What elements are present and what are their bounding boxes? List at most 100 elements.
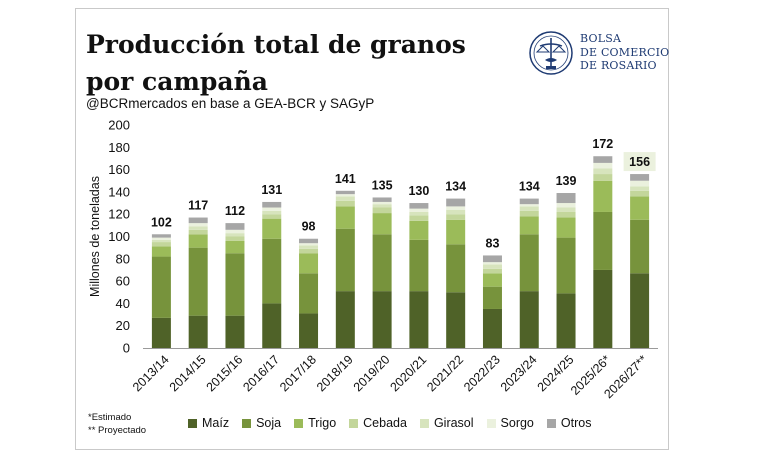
bar-segment-trigo (188, 234, 208, 248)
bar-segment-sorgo (225, 229, 245, 234)
legend-label: Cebada (363, 416, 407, 430)
bar-segment-otros (188, 217, 208, 224)
x-tick-label: 2023/24 (498, 353, 540, 395)
bar-segment-soja (593, 211, 613, 270)
bar-segment-maiz (188, 315, 208, 348)
bar-segment-sorgo (593, 162, 613, 169)
bar-segment-girasol (519, 206, 539, 211)
bcr-logo: BOLSA DE COMERCIO DE ROSARIO (528, 30, 669, 75)
total-data-label: 98 (302, 220, 316, 234)
y-tick-label: 140 (108, 184, 130, 199)
bar-segment-soja (262, 238, 282, 304)
bar-segment-maiz (372, 291, 392, 348)
bar-segment-otros (409, 203, 429, 209)
bar-segment-soja (372, 234, 392, 292)
logo-line-2: DE COMERCIO (580, 45, 670, 59)
x-tick-label: 2017/18 (277, 353, 319, 395)
y-tick-label: 60 (116, 274, 130, 289)
total-data-label: 112 (225, 204, 245, 218)
logo-text: BOLSA DE COMERCIO DE ROSARIO (580, 32, 669, 73)
legend-item: Cebada (349, 416, 407, 430)
y-tick-label: 0 (123, 341, 130, 356)
x-tick-label: 2018/19 (314, 353, 356, 395)
bar-segment-maiz (335, 291, 355, 348)
total-data-label: 135 (372, 178, 393, 192)
total-data-label: 134 (445, 180, 466, 194)
bar-segment-sorgo (372, 201, 392, 205)
bar-segment-cebada (188, 229, 208, 235)
bar-segment-girasol (262, 210, 282, 215)
legend-item: Trigo (294, 416, 336, 430)
bar-segment-sorgo (446, 206, 466, 210)
bar-segment-maiz (262, 303, 282, 348)
legend-item: Otros (546, 416, 591, 430)
bar-segment-soja (446, 244, 466, 293)
bar-segment-sorgo (151, 237, 171, 240)
total-data-label: 117 (188, 199, 208, 213)
y-tick-label: 80 (116, 251, 130, 266)
bar-segment-maiz (151, 317, 171, 348)
chart-subtitle: @BCRmercados en base a GEA-BCR y SAGyP (86, 96, 375, 111)
bar-segment-maiz (519, 291, 539, 348)
bar-segment-girasol (593, 168, 613, 175)
bar-segment-otros (482, 255, 502, 263)
bar-segment-trigo (372, 213, 392, 235)
bar-segment-soja (335, 228, 355, 292)
legend-item: Girasol (419, 416, 474, 430)
chart-title: Producción total de granos por campaña (86, 30, 466, 96)
legend-swatch (419, 418, 429, 428)
bar-segment-otros (593, 156, 613, 163)
highlight-box (623, 152, 656, 172)
bar-segment-otros (372, 197, 392, 202)
y-tick-label: 200 (108, 118, 130, 133)
y-tick-label: 120 (108, 207, 130, 222)
bar-segment-trigo (262, 218, 282, 239)
y-tick-label: 160 (108, 162, 130, 177)
bar-segment-soja (556, 237, 576, 294)
legend-swatch (486, 418, 496, 428)
bcr-emblem-icon (529, 31, 573, 75)
bar-segment-sorgo (335, 194, 355, 197)
bar-segment-trigo (151, 246, 171, 257)
bar-segment-sorgo (188, 223, 208, 227)
footnote-estimado: *Estimado (88, 412, 132, 423)
legend-swatch (294, 418, 304, 428)
bar-segment-cebada (482, 268, 502, 274)
total-data-label: 83 (486, 236, 500, 250)
bar-segment-girasol (630, 186, 650, 191)
bar-segment-trigo (225, 240, 245, 254)
bar-segment-girasol (372, 204, 392, 208)
x-tick-label: 2019/20 (351, 353, 393, 395)
y-axis-label: Millones de toneladas (88, 176, 102, 297)
bar-segment-soja (409, 239, 429, 292)
bar-segment-trigo (519, 216, 539, 235)
bar-segment-soja (188, 247, 208, 316)
legend-label: Maíz (202, 416, 230, 430)
bar-segment-girasol (335, 196, 355, 201)
bar-segment-sorgo (482, 262, 502, 265)
legend-label: Trigo (308, 416, 337, 430)
bar-segment-maiz (593, 269, 613, 348)
bar-segment-maiz (409, 291, 429, 348)
bar-segment-maiz (299, 313, 319, 348)
total-data-label: 172 (592, 137, 613, 151)
legend-item: Sorgo (486, 416, 534, 430)
bar-segment-cebada (556, 211, 576, 218)
bar-segment-trigo (409, 220, 429, 240)
x-tick-label: 2014/15 (167, 353, 209, 395)
bar-segment-cebada (519, 210, 539, 217)
bar-segment-cebada (372, 207, 392, 214)
bar-segment-maiz (556, 293, 576, 348)
logo-line-1: BOLSA (580, 32, 622, 45)
x-tick-label: 2015/16 (204, 353, 246, 395)
total-data-label: 130 (408, 184, 429, 198)
bar-segment-otros (225, 223, 245, 230)
bar-segment-sorgo (556, 203, 576, 208)
legend-item: Soja (242, 416, 281, 430)
bar-segment-cebada (593, 174, 613, 181)
legend-label: Sorgo (500, 416, 534, 430)
bar-segment-maiz (482, 308, 502, 348)
bar-segment-maiz (446, 292, 466, 348)
footnote-proyectado: ** Proyectado (88, 425, 147, 436)
